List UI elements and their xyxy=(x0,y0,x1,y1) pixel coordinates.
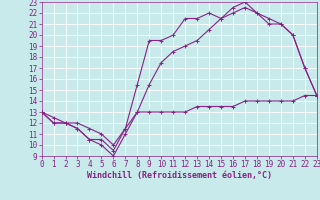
X-axis label: Windchill (Refroidissement éolien,°C): Windchill (Refroidissement éolien,°C) xyxy=(87,171,272,180)
